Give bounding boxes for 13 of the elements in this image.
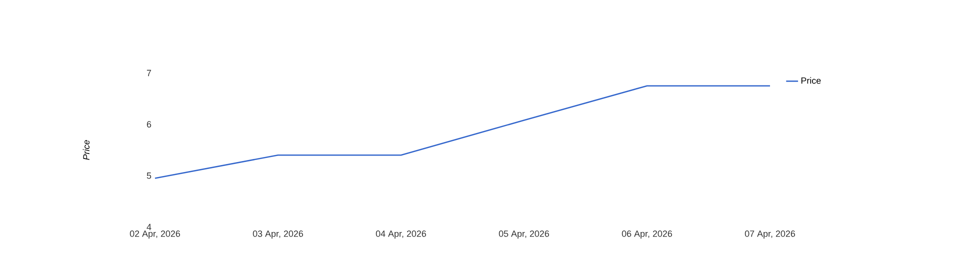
y-tick-label: 4: [146, 224, 152, 230]
x-tick-label: 04 Apr, 2026: [376, 230, 426, 239]
y-tick-label: 7: [146, 70, 152, 76]
x-tick-label: 07 Apr, 2026: [744, 230, 796, 239]
x-tick-label: 02 Apr, 2026: [130, 230, 180, 239]
y-tick-label: 6: [146, 121, 152, 128]
y-tick-label: 5: [146, 172, 152, 179]
x-tick-label: 03 Apr, 2026: [252, 230, 304, 239]
x-tick-label: 05 Apr, 2026: [498, 230, 550, 239]
legend-label: Price: [801, 77, 821, 84]
y-axis-title: Price: [82, 140, 90, 160]
line-series: [154, 85, 771, 179]
x-tick-label: 06 Apr, 2026: [622, 230, 672, 239]
